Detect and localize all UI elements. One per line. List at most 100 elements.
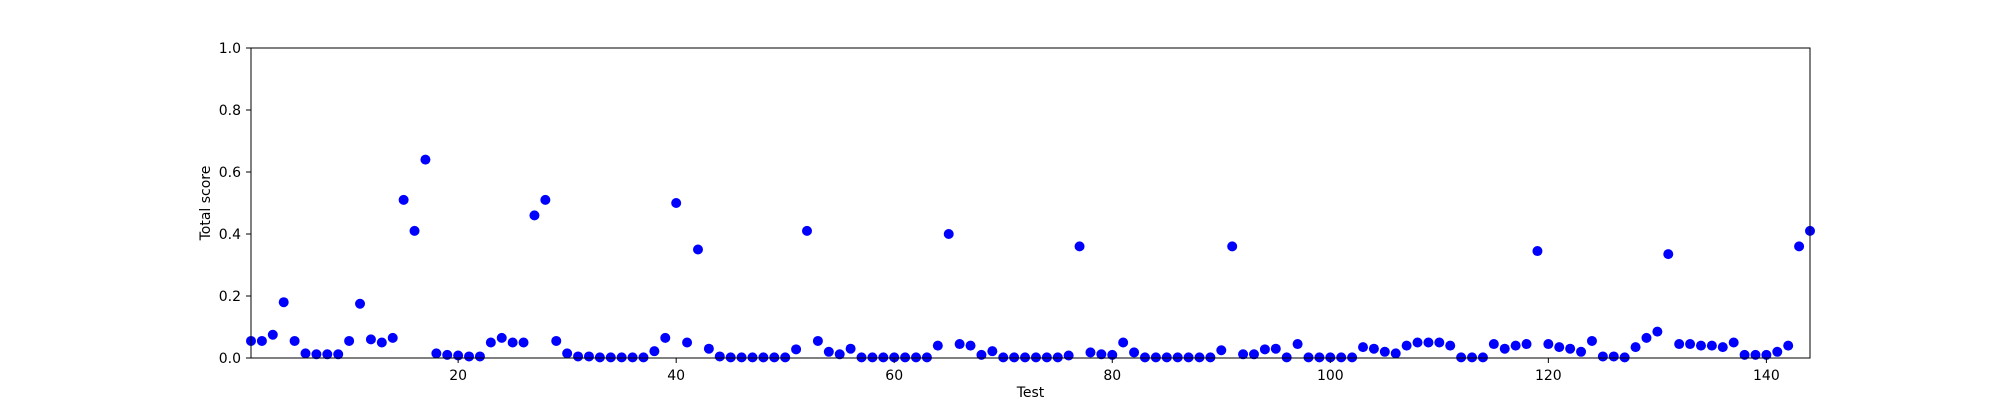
data-point bbox=[769, 352, 780, 363]
data-point bbox=[921, 352, 932, 363]
data-point bbox=[1172, 352, 1183, 363]
data-point bbox=[1412, 337, 1423, 348]
data-point bbox=[420, 154, 431, 165]
data-point bbox=[1314, 352, 1325, 363]
data-point bbox=[703, 343, 714, 354]
data-point bbox=[1652, 326, 1663, 337]
data-point bbox=[507, 337, 518, 348]
data-point bbox=[1499, 343, 1510, 354]
data-point bbox=[758, 352, 769, 363]
data-point bbox=[747, 352, 758, 363]
data-point bbox=[562, 348, 573, 359]
data-point bbox=[1139, 352, 1150, 363]
data-point bbox=[1074, 241, 1085, 252]
data-point bbox=[474, 351, 485, 362]
data-point bbox=[736, 352, 747, 363]
data-point bbox=[431, 348, 442, 359]
data-point bbox=[671, 198, 682, 208]
y-tick-label: 0.6 bbox=[219, 165, 241, 181]
data-point bbox=[1750, 349, 1761, 360]
x-tick-label: 140 bbox=[1753, 368, 1780, 384]
x-tick-label: 20 bbox=[449, 368, 467, 384]
data-point bbox=[1063, 350, 1074, 361]
data-point bbox=[1205, 352, 1216, 363]
data-point bbox=[1728, 337, 1739, 348]
data-point bbox=[1521, 339, 1532, 350]
data-point bbox=[300, 348, 311, 359]
data-point bbox=[1325, 352, 1336, 363]
data-point bbox=[1358, 342, 1369, 353]
data-point bbox=[1368, 343, 1379, 354]
data-point bbox=[1608, 351, 1619, 362]
y-tick-label: 0.8 bbox=[219, 103, 241, 119]
data-point bbox=[1118, 337, 1129, 348]
data-point bbox=[943, 229, 954, 239]
data-point bbox=[1706, 340, 1717, 351]
data-point bbox=[1477, 352, 1488, 363]
data-point bbox=[1248, 349, 1259, 360]
data-point bbox=[311, 349, 322, 360]
y-tick-label: 0.2 bbox=[219, 289, 241, 305]
x-tick-label: 80 bbox=[1103, 368, 1121, 384]
data-point bbox=[1150, 352, 1161, 363]
data-point bbox=[900, 352, 911, 363]
data-point bbox=[1783, 340, 1794, 351]
data-point bbox=[1009, 352, 1020, 363]
data-point bbox=[889, 352, 900, 363]
y-tick-label: 0.4 bbox=[219, 227, 241, 243]
data-point bbox=[1270, 343, 1281, 354]
data-point bbox=[1161, 352, 1172, 363]
data-point bbox=[845, 343, 856, 354]
data-point bbox=[1663, 249, 1674, 260]
data-point bbox=[998, 352, 1009, 363]
data-point bbox=[1401, 340, 1412, 351]
data-point bbox=[1129, 347, 1140, 358]
x-tick-label: 120 bbox=[1535, 368, 1562, 384]
x-axis-label: Test bbox=[1016, 385, 1045, 400]
y-axis-ticks: 0.0 0.2 0.4 0.6 0.8 1.0 bbox=[219, 41, 251, 367]
data-point bbox=[1510, 340, 1521, 351]
data-point bbox=[954, 339, 965, 350]
data-point bbox=[1717, 342, 1728, 353]
data-point bbox=[1259, 344, 1270, 355]
data-point bbox=[1445, 340, 1456, 351]
data-point bbox=[442, 349, 453, 360]
data-point bbox=[1107, 349, 1118, 360]
data-point bbox=[682, 337, 693, 348]
data-point bbox=[1238, 349, 1249, 360]
data-point bbox=[387, 332, 398, 343]
data-point bbox=[1085, 347, 1096, 358]
data-point bbox=[616, 352, 627, 363]
data-point bbox=[1630, 342, 1641, 353]
data-point bbox=[496, 332, 507, 343]
data-point bbox=[605, 352, 616, 363]
data-point bbox=[398, 194, 409, 205]
data-point bbox=[267, 329, 278, 340]
data-point bbox=[1641, 332, 1652, 343]
data-point bbox=[823, 346, 834, 357]
data-point bbox=[780, 352, 791, 363]
y-tick-label: 1.0 bbox=[219, 41, 241, 57]
data-point bbox=[464, 351, 475, 362]
data-point bbox=[791, 344, 802, 355]
data-point bbox=[1761, 349, 1772, 360]
data-point bbox=[987, 346, 998, 357]
data-point bbox=[1030, 352, 1041, 363]
data-point bbox=[1379, 346, 1390, 357]
data-point bbox=[409, 225, 420, 236]
data-point bbox=[1794, 241, 1805, 252]
data-point bbox=[1434, 337, 1445, 348]
plot-frame bbox=[250, 47, 1811, 359]
data-point bbox=[344, 335, 355, 346]
data-point bbox=[976, 349, 987, 360]
data-point bbox=[856, 352, 867, 363]
y-axis-label: Total score bbox=[198, 166, 214, 242]
data-point bbox=[1052, 352, 1063, 363]
data-point bbox=[518, 337, 529, 348]
data-point bbox=[1532, 246, 1543, 257]
data-point bbox=[1194, 352, 1205, 363]
data-point bbox=[1390, 348, 1401, 359]
data-point bbox=[812, 335, 823, 346]
data-point bbox=[692, 244, 703, 255]
